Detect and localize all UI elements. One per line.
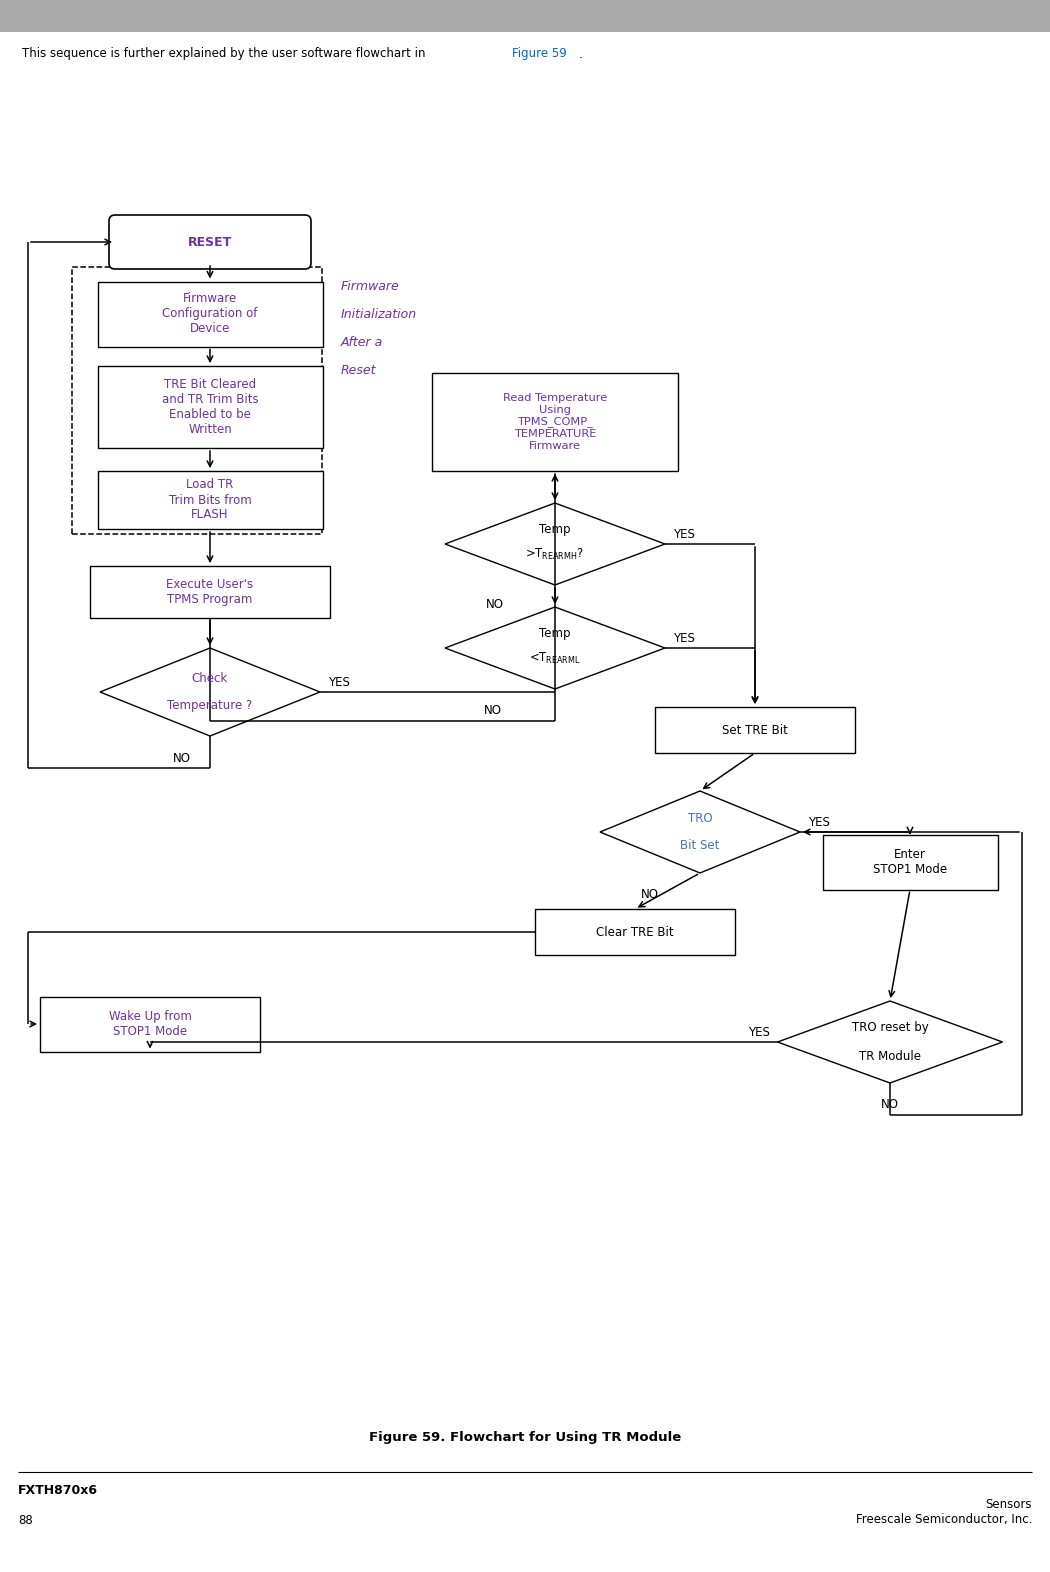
FancyBboxPatch shape bbox=[655, 707, 855, 753]
Text: This sequence is further explained by the user software flowchart in: This sequence is further explained by th… bbox=[22, 47, 429, 60]
Text: Initialization: Initialization bbox=[340, 308, 417, 321]
Text: TRO: TRO bbox=[688, 811, 712, 824]
Text: Temp: Temp bbox=[540, 627, 571, 640]
Text: Execute User's
TPMS Program: Execute User's TPMS Program bbox=[167, 578, 253, 605]
Text: Wake Up from
STOP1 Mode: Wake Up from STOP1 Mode bbox=[108, 1009, 191, 1038]
Text: <T$_{\mathregular{REARML}}$: <T$_{\mathregular{REARML}}$ bbox=[529, 651, 581, 665]
Text: Reset: Reset bbox=[340, 365, 376, 377]
Text: TRE Bit Cleared
and TR Trim Bits
Enabled to be
Written: TRE Bit Cleared and TR Trim Bits Enabled… bbox=[162, 377, 258, 435]
Text: Freescale Semiconductor, Inc.: Freescale Semiconductor, Inc. bbox=[856, 1514, 1032, 1526]
FancyBboxPatch shape bbox=[72, 267, 322, 534]
Text: NO: NO bbox=[486, 599, 504, 612]
FancyBboxPatch shape bbox=[536, 909, 735, 956]
Text: NO: NO bbox=[640, 888, 659, 901]
Text: Figure 59: Figure 59 bbox=[512, 47, 567, 60]
Text: Temperature ?: Temperature ? bbox=[167, 698, 253, 712]
FancyBboxPatch shape bbox=[109, 215, 311, 269]
Text: TR Module: TR Module bbox=[859, 1050, 921, 1063]
Text: Enter
STOP1 Mode: Enter STOP1 Mode bbox=[873, 847, 947, 876]
FancyBboxPatch shape bbox=[40, 997, 260, 1052]
Text: Temp: Temp bbox=[540, 523, 571, 536]
FancyBboxPatch shape bbox=[822, 835, 997, 890]
Text: Set TRE Bit: Set TRE Bit bbox=[722, 723, 788, 737]
Text: Read Temperature
Using
TPMS_COMP_
TEMPERATURE
Firmware: Read Temperature Using TPMS_COMP_ TEMPER… bbox=[503, 393, 607, 451]
Text: YES: YES bbox=[808, 816, 830, 828]
FancyBboxPatch shape bbox=[98, 281, 322, 346]
Text: NO: NO bbox=[173, 751, 191, 764]
Text: 88: 88 bbox=[18, 1514, 33, 1526]
FancyBboxPatch shape bbox=[433, 373, 677, 472]
Polygon shape bbox=[100, 648, 320, 736]
Polygon shape bbox=[777, 1001, 1003, 1083]
Text: YES: YES bbox=[673, 632, 695, 645]
Text: FXTH870x6: FXTH870x6 bbox=[18, 1484, 98, 1497]
Text: Clear TRE Bit: Clear TRE Bit bbox=[596, 926, 674, 938]
Text: NO: NO bbox=[484, 704, 502, 717]
Text: Figure 59. Flowchart for Using TR Module: Figure 59. Flowchart for Using TR Module bbox=[369, 1431, 681, 1443]
Polygon shape bbox=[600, 791, 800, 872]
Text: Firmware
Configuration of
Device: Firmware Configuration of Device bbox=[163, 292, 257, 335]
Text: After a: After a bbox=[340, 336, 383, 349]
Text: .: . bbox=[579, 47, 583, 60]
Bar bbox=[0, 0, 1050, 31]
Polygon shape bbox=[445, 607, 665, 689]
Text: Check: Check bbox=[192, 673, 228, 685]
Text: Sensors: Sensors bbox=[986, 1498, 1032, 1511]
Text: YES: YES bbox=[328, 676, 350, 689]
FancyBboxPatch shape bbox=[98, 472, 322, 530]
Text: >T$_{\mathregular{REARMH}}$?: >T$_{\mathregular{REARMH}}$? bbox=[525, 547, 585, 561]
FancyBboxPatch shape bbox=[90, 566, 330, 618]
Polygon shape bbox=[445, 503, 665, 585]
Text: TRO reset by: TRO reset by bbox=[852, 1022, 928, 1034]
Text: RESET: RESET bbox=[188, 236, 232, 248]
Text: NO: NO bbox=[881, 1099, 899, 1111]
FancyBboxPatch shape bbox=[98, 366, 322, 448]
Text: YES: YES bbox=[748, 1025, 770, 1039]
Text: Load TR
Trim Bits from
FLASH: Load TR Trim Bits from FLASH bbox=[169, 478, 251, 522]
Text: YES: YES bbox=[673, 528, 695, 541]
Text: Firmware: Firmware bbox=[340, 280, 399, 292]
Text: Bit Set: Bit Set bbox=[680, 839, 719, 852]
